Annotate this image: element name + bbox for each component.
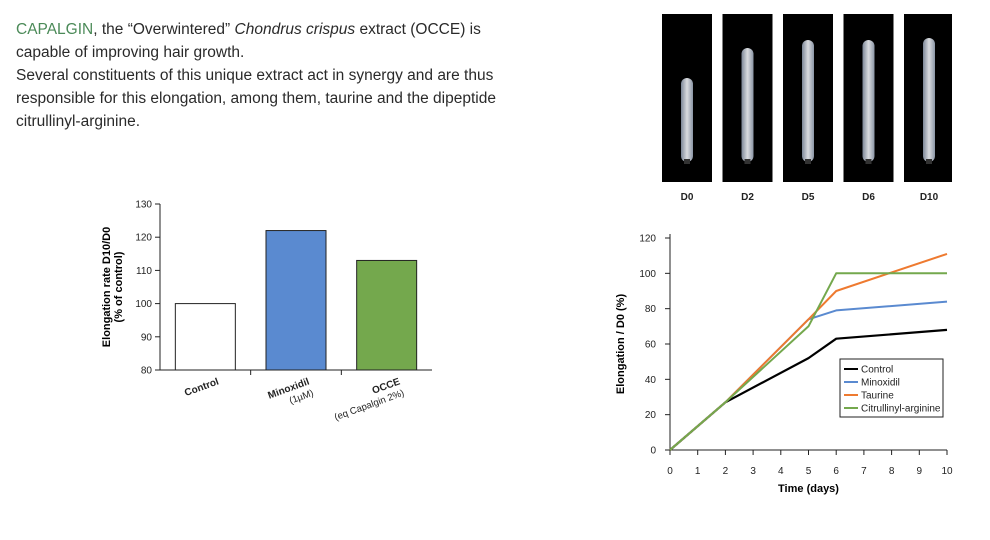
x-tick-label: 10 — [941, 466, 953, 477]
hair-follicle — [681, 78, 693, 162]
bar — [174, 303, 236, 371]
y-tick-label: 20 — [645, 410, 657, 421]
intro-text: CAPALGIN, the “Overwintered” Chondrus cr… — [16, 18, 596, 133]
category-label: Minoxidil(1µM) — [267, 376, 316, 406]
y-axis-title-text: Elongation / D0 (%) — [615, 294, 627, 395]
legend-label: Citrullinyl-arginine — [861, 404, 941, 415]
photo-label: D5 — [802, 192, 815, 203]
intro-line-1-end: extract (OCCE) is — [355, 21, 481, 38]
legend-label: Minoxidil — [861, 378, 900, 389]
photo-strip: D0 D2 D5 D6 D10 — [662, 14, 952, 203]
y-axis-title: Elongation / D0 (%) — [615, 294, 627, 395]
category-label: Control — [183, 376, 220, 399]
photo-label: D10 — [920, 192, 939, 203]
y-tick-label: 100 — [639, 269, 656, 280]
category-label-line2: (eq Capalgin 2%) — [333, 388, 406, 423]
x-tick-label: 1 — [695, 466, 701, 477]
y-tick-label: 80 — [645, 304, 657, 315]
x-tick-label: 6 — [833, 466, 839, 477]
hair-bulb — [684, 159, 690, 164]
y-tick-label: 60 — [645, 340, 657, 351]
x-tick-label: 4 — [778, 466, 784, 477]
x-tick-label: 2 — [723, 466, 729, 477]
line-chart: 0 20 40 60 80 100 120 0 1 2 3 4 5 6 7 8 9 10 Time (days) El… — [615, 234, 953, 496]
hair-bulb — [865, 159, 872, 164]
y-tick-label: 130 — [135, 200, 152, 211]
y-tick-label: 110 — [136, 266, 152, 277]
intro-line-2: capable of improving hair growth. — [16, 44, 245, 61]
hair-bulb — [926, 159, 932, 164]
species-name: Chondrus crispus — [234, 21, 356, 38]
x-tick-label: 3 — [750, 466, 756, 477]
x-tick-label: 9 — [917, 466, 923, 477]
legend-label: Control — [861, 365, 893, 376]
hair-follicle — [802, 40, 814, 162]
hair-follicle — [862, 40, 875, 162]
intro-line-5: citrullinyl-arginine. — [16, 113, 141, 130]
series-line — [669, 272, 947, 451]
hair-bulb — [805, 159, 811, 164]
hair-follicle — [741, 48, 754, 162]
category-label: OCCE(eq Capalgin 2%) — [333, 376, 406, 423]
x-axis-title: Time (days) — [778, 483, 839, 495]
photo-label: D6 — [862, 192, 875, 203]
y-axis-title: Elongation rate D10/D0 (% of control) — [101, 227, 125, 347]
hair-bulb — [744, 159, 751, 164]
legend-label: Taurine — [861, 391, 894, 402]
y-axis-title-line2: (% of control) — [113, 251, 125, 322]
brand-name: CAPALGIN — [16, 21, 94, 38]
bar — [265, 230, 327, 371]
photo-label: D2 — [741, 192, 754, 203]
bar-chart: 80 90 100 110 120 130 Control Minoxidil(1µM) OCC… — [101, 200, 432, 423]
bar — [356, 259, 418, 371]
y-axis-title-line1: Elongation rate D10/D0 — [101, 227, 113, 347]
x-tick-label: 7 — [861, 466, 867, 477]
y-tick-label: 0 — [650, 446, 656, 457]
x-tick-label: 8 — [889, 466, 895, 477]
hair-follicle-photos: D0 D2 D5 D6 D10 — [660, 14, 952, 204]
intro-line-4: responsible for this elongation, among t… — [16, 90, 496, 107]
category-label-line1: Control — [183, 376, 220, 399]
intro-line-1-mid: , the “Overwintered” — [93, 21, 235, 38]
x-tick-label: 5 — [806, 466, 812, 477]
y-tick-label: 80 — [141, 366, 153, 377]
y-tick-label: 40 — [645, 375, 657, 386]
x-tick-label: 0 — [667, 466, 673, 477]
y-tick-label: 90 — [141, 332, 153, 343]
series-line — [669, 252, 948, 451]
intro-line-3: Several constituents of this unique extr… — [16, 67, 494, 84]
y-tick-label: 100 — [135, 299, 152, 310]
y-tick-label: 120 — [135, 233, 152, 244]
photo-label: D0 — [681, 192, 694, 203]
y-tick-label: 120 — [639, 234, 656, 245]
intro-line-1: CAPALGIN, the “Overwintered” Chondrus cr… — [16, 18, 596, 41]
hair-follicle — [923, 38, 935, 162]
